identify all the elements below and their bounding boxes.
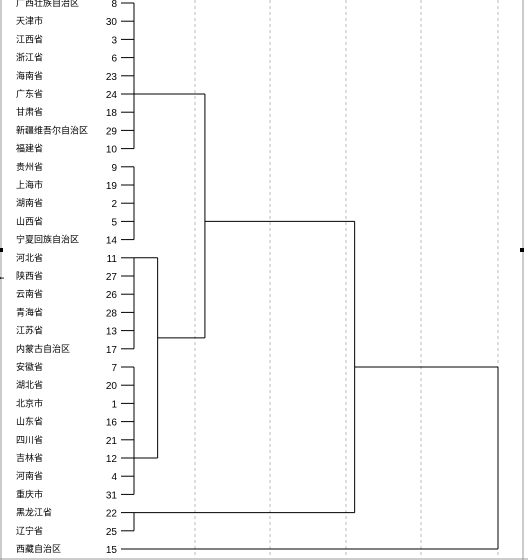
leaf-name-label: 贵州省 <box>16 161 43 173</box>
axis-marker-right <box>520 248 524 252</box>
leaf-id-label: 31 <box>106 490 118 501</box>
leaf-id-label: 26 <box>106 290 118 301</box>
leaf-name-label: 吉林省 <box>16 452 43 464</box>
leaf-name-label: 云南省 <box>16 288 43 300</box>
leaf-id-label: 27 <box>106 272 118 283</box>
leaf-id-label: 22 <box>106 509 118 520</box>
leaf-name-label: 新疆维吾尔自治区 <box>16 124 88 136</box>
leaf-name-label: 湖北省 <box>16 379 43 391</box>
leaf-id-label: 11 <box>107 254 118 265</box>
leaf-name-label: 山西省 <box>16 215 43 227</box>
leaf-id-label: 20 <box>106 381 118 392</box>
y-axis-label: Y <box>0 274 7 281</box>
dendrogram-links <box>121 2 499 550</box>
leaf-name-label: 黑龙江省 <box>16 507 52 519</box>
leaf-id-label: 12 <box>106 454 118 465</box>
leaf-name-label: 青海省 <box>16 306 43 318</box>
leaf-id-label: 7 <box>111 363 117 374</box>
leaf-name-label: 河南省 <box>16 470 43 482</box>
leaf-id-label: 23 <box>106 72 118 83</box>
leaf-id-label: 30 <box>106 17 118 28</box>
leaf-name-label: 广东省 <box>16 88 43 100</box>
leaf-name-label: 浙江省 <box>16 52 43 64</box>
leaf-id-label: 21 <box>106 436 118 447</box>
leaf-id-label: 16 <box>106 418 118 429</box>
leaf-id-label: 13 <box>106 327 118 338</box>
leaf-id-label: 28 <box>106 308 118 319</box>
leaf-id-label: 8 <box>111 0 117 10</box>
leaf-name-label: 内蒙古自治区 <box>16 343 70 355</box>
leaf-name-label: 重庆市 <box>16 488 43 500</box>
leaf-name-label: 江西省 <box>16 33 43 45</box>
leaf-name-label: 天津市 <box>16 15 43 27</box>
leaf-name-label: 北京市 <box>16 397 43 409</box>
leaf-id-label: 29 <box>106 126 118 137</box>
leaf-name-label: 海南省 <box>16 70 43 82</box>
leaf-name-label: 宁夏回族自治区 <box>16 234 79 246</box>
leaf-name-label: 辽宁省 <box>16 525 43 537</box>
leaf-name-label: 上海市 <box>16 179 43 191</box>
gridlines <box>194 0 499 556</box>
leaf-id-label: 19 <box>106 181 118 192</box>
leaf-id-label: 4 <box>111 472 117 483</box>
leaf-id-label: 9 <box>111 163 117 174</box>
leaf-name-label: 四川省 <box>16 434 43 446</box>
leaf-id-label: 25 <box>106 527 118 538</box>
leaf-name-label: 湖南省 <box>16 197 43 209</box>
leaf-name-label: 河北省 <box>16 252 43 264</box>
leaf-id-label: 18 <box>106 108 118 119</box>
leaf-id-label: 5 <box>111 217 117 228</box>
leaf-id-label: 15 <box>106 545 118 556</box>
leaf-id-label: 14 <box>106 236 118 247</box>
leaf-id-label: 2 <box>111 199 117 210</box>
leaf-name-label: 广西壮族自治区 <box>16 0 79 9</box>
leaf-name-label: 陕西省 <box>16 270 43 282</box>
leaf-name-label: 山东省 <box>16 416 43 428</box>
axis-marker-left <box>0 248 3 252</box>
leaf-name-label: 甘肃省 <box>16 106 43 118</box>
leaf-name-label: 安徽省 <box>16 361 43 373</box>
leaf-id-label: 3 <box>111 35 117 46</box>
leaf-name-label: 福建省 <box>16 143 43 155</box>
leaf-id-label: 17 <box>106 345 118 356</box>
leaf-name-label: 西藏自治区 <box>16 543 61 555</box>
leaf-id-label: 6 <box>111 54 117 65</box>
leaf-id-label: 24 <box>106 90 118 101</box>
leaf-id-label: 1 <box>111 399 117 410</box>
leaf-name-label: 江苏省 <box>16 325 43 337</box>
leaf-id-label: 10 <box>106 145 118 156</box>
